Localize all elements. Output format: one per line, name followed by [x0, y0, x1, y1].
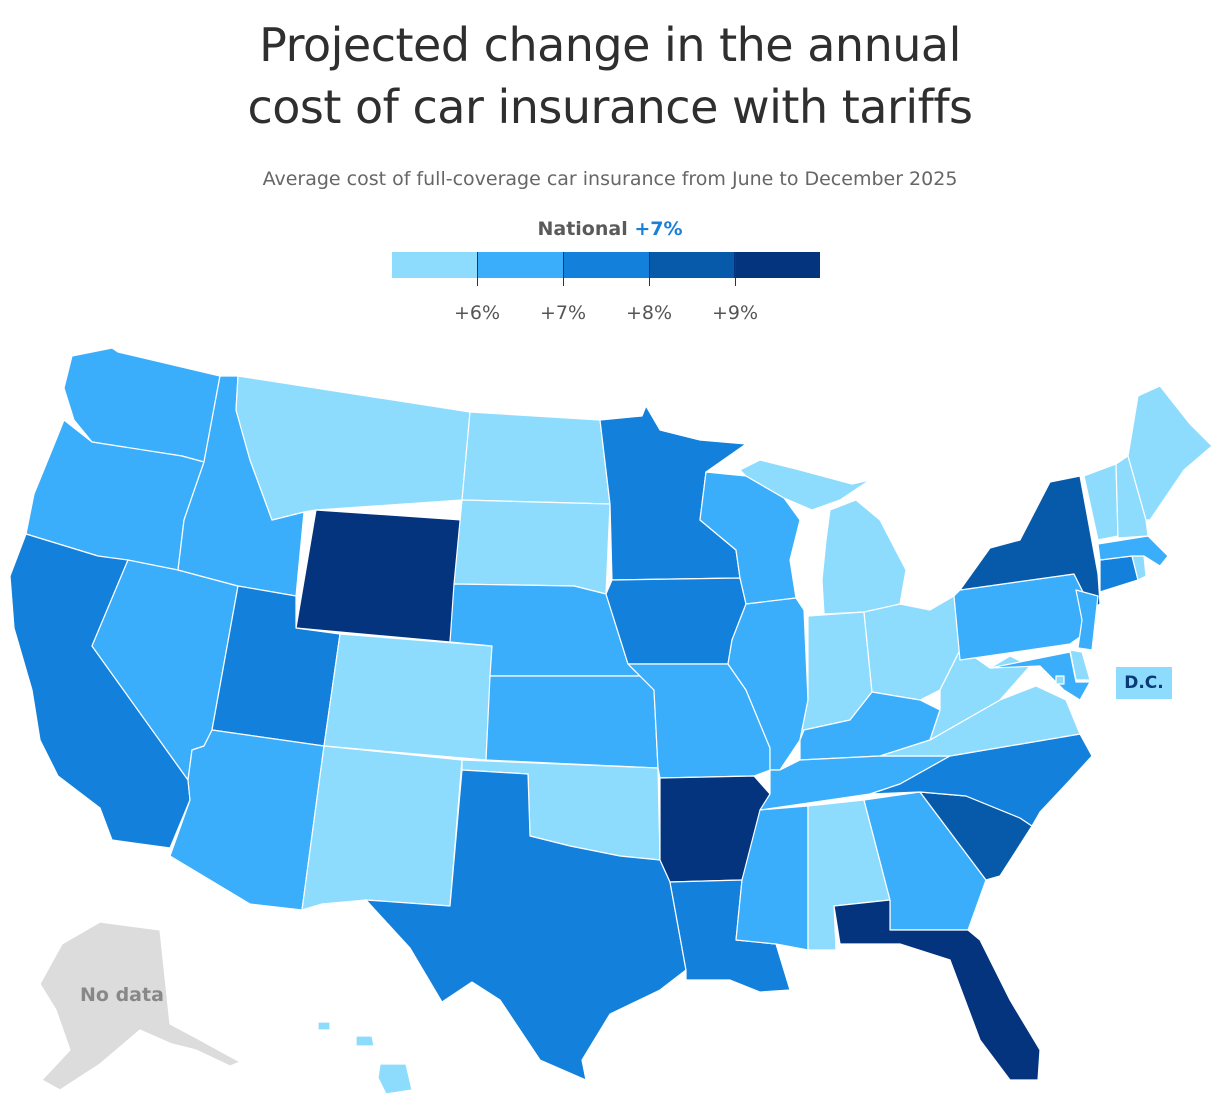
- state-alaska[interactable]: [39, 921, 241, 1091]
- state-texas[interactable]: [365, 769, 687, 1081]
- legend-tick-8: [649, 252, 650, 286]
- legend-label-9: +9%: [711, 302, 759, 324]
- chart-title: Projected change in the annual cost of c…: [0, 14, 1220, 138]
- state-new-jersey[interactable]: [1075, 589, 1099, 651]
- state-arizona[interactable]: [169, 729, 325, 911]
- state-dc[interactable]: [1055, 675, 1065, 685]
- state-connecticut[interactable]: [1099, 555, 1139, 593]
- state-colorado[interactable]: [323, 633, 493, 761]
- legend-label-8: +8%: [625, 302, 673, 324]
- state-new-mexico[interactable]: [301, 745, 463, 911]
- legend-label-6: +6%: [453, 302, 501, 324]
- chart-subtitle: Average cost of full-coverage car insura…: [262, 168, 958, 190]
- state-south-dakota[interactable]: [453, 499, 611, 595]
- state-maryland[interactable]: [989, 651, 1091, 701]
- national-value: +7%: [634, 218, 683, 240]
- national-label: National: [537, 218, 628, 240]
- legend-swatch-2: [477, 252, 564, 278]
- state-florida[interactable]: [833, 899, 1041, 1081]
- no-data-label: No data: [80, 984, 164, 1006]
- dc-callout: D.C.: [1116, 667, 1172, 699]
- state-north-dakota[interactable]: [461, 411, 611, 505]
- legend-swatch-4: [648, 252, 735, 278]
- state-hawaii[interactable]: [317, 1021, 413, 1095]
- legend-tick-9: [735, 252, 736, 286]
- legend-swatch-3: [563, 252, 649, 278]
- state-wyoming[interactable]: [295, 509, 463, 643]
- state-montana[interactable]: [235, 375, 471, 521]
- national-average: National +7%: [0, 218, 1220, 240]
- state-new-york[interactable]: [959, 475, 1101, 611]
- us-choropleth-map: [9, 347, 1213, 1095]
- state-wisconsin[interactable]: [699, 471, 801, 605]
- title-line-2: cost of car insurance with tariffs: [247, 80, 973, 134]
- state-massachusetts[interactable]: [1097, 535, 1169, 567]
- state-iowa[interactable]: [605, 577, 747, 665]
- state-kansas[interactable]: [485, 675, 659, 769]
- state-maine[interactable]: [1127, 385, 1213, 521]
- state-west-virginia[interactable]: [929, 649, 1031, 741]
- legend-label-7: +7%: [539, 302, 587, 324]
- state-new-hampshire[interactable]: [1115, 455, 1149, 539]
- state-north-carolina[interactable]: [869, 733, 1093, 827]
- legend-scale: [392, 252, 820, 278]
- legend-swatch-5: [734, 252, 820, 278]
- title-line-1: Projected change in the annual: [259, 18, 961, 72]
- legend-swatch-1: [392, 252, 478, 278]
- legend-tick-6: [477, 252, 478, 286]
- legend-tick-7: [563, 252, 564, 286]
